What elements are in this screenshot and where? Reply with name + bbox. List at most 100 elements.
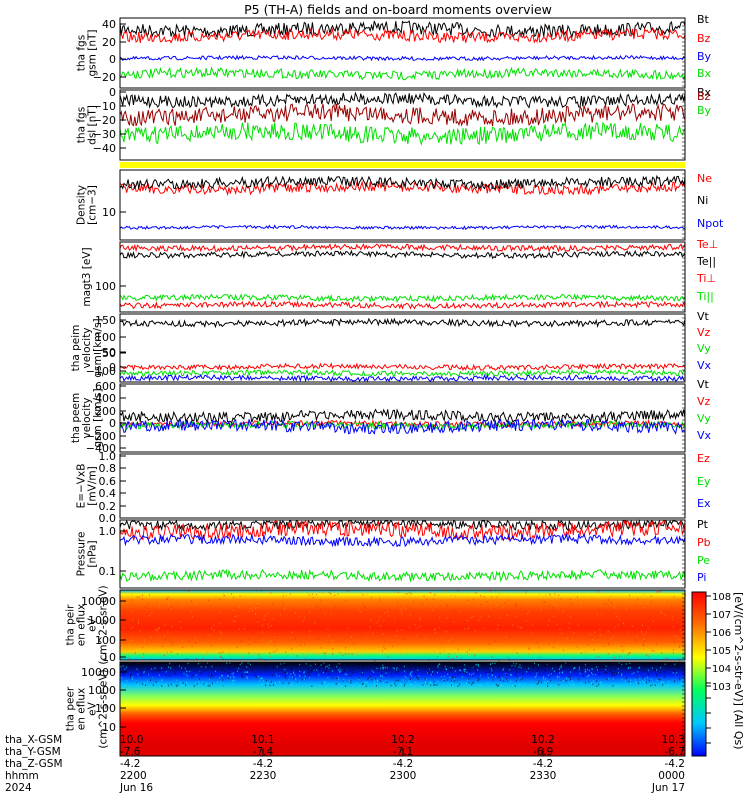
spectrogram-pixel — [194, 604, 196, 606]
spectrogram-pixel — [293, 598, 294, 600]
spectrogram-pixel — [274, 635, 276, 638]
spectrogram-pixel — [589, 633, 591, 636]
spectrogram-pixel — [209, 678, 211, 680]
spectrogram-pixel — [254, 674, 256, 677]
spectrogram-pixel — [406, 654, 408, 656]
spectrogram-pixel — [125, 602, 127, 604]
spectrogram-pixel — [327, 658, 329, 661]
spectrogram-pixel — [547, 624, 549, 626]
y-axis-label: tha peemvelocitygsm [km/s] — [70, 388, 104, 447]
legend-entry: Bx — [697, 86, 712, 99]
spectrogram-pixel — [571, 599, 573, 602]
spectrogram-pixel — [125, 646, 127, 648]
spectrogram-pixel — [417, 678, 419, 680]
spectrogram-pixel — [641, 630, 642, 633]
figure-title: P5 (TH-A) fields and on-board moments ov… — [244, 2, 552, 17]
spectrogram-pixel — [479, 616, 481, 618]
spectrogram-pixel — [425, 678, 427, 680]
spectrogram-pixel — [136, 681, 138, 683]
spectrogram-pixel — [382, 633, 384, 635]
y-axis-label-line: en eflux — [76, 604, 88, 646]
spectrogram-pixel — [365, 606, 366, 609]
spectrogram-pixel — [445, 668, 447, 670]
spectrogram-pixel — [650, 595, 652, 597]
spectrogram-pixel — [408, 591, 410, 594]
axis-row-value: -4.2 — [533, 758, 554, 770]
spectrogram-pixel — [261, 663, 263, 665]
spectrogram-pixel — [245, 671, 247, 673]
spectrogram-pixel — [369, 626, 371, 628]
spectrogram-pixel — [599, 682, 601, 684]
spectrogram-pixel — [505, 623, 506, 625]
spectrogram-pixel — [352, 671, 354, 674]
spectrogram-pixel — [600, 667, 602, 670]
spectrogram-pixel — [599, 628, 601, 631]
spectrogram-pixel — [556, 643, 558, 645]
spectrogram-pixel — [242, 655, 244, 658]
spectrogram-pixel — [210, 644, 212, 647]
spectrogram-pixel — [380, 674, 382, 677]
spectrogram-pixel — [269, 682, 271, 684]
spectrogram-pixel — [373, 679, 375, 681]
panel-frame — [119, 519, 686, 589]
spectrogram-pixel — [259, 657, 261, 659]
spectrogram-pixel — [446, 617, 448, 619]
spectrogram-pixel — [214, 658, 216, 660]
y-axis-label: Density[cm−3] — [76, 185, 99, 225]
spectrogram-pixel — [229, 649, 230, 651]
spectrogram-pixel — [379, 600, 381, 602]
spectrogram-pixel — [644, 606, 646, 609]
spectrogram-pixel — [144, 639, 146, 641]
spectrogram-pixel — [130, 649, 132, 651]
spectrogram-pixel — [445, 590, 447, 592]
spectrogram-pixel — [241, 675, 243, 677]
spectrogram-pixel — [403, 670, 405, 672]
spectrogram-pixel — [242, 676, 244, 679]
spectrogram-pixel — [557, 641, 559, 644]
spectrogram-pixel — [683, 652, 685, 655]
spectrogram-pixel — [672, 615, 674, 617]
spectrogram-pixel — [582, 675, 584, 677]
spectrogram-pixel — [351, 636, 352, 638]
spectrogram-pixel — [483, 596, 485, 598]
spectrogram-pixel — [410, 671, 412, 674]
spectrogram-pixel — [276, 673, 278, 675]
spectrogram-pixel — [470, 617, 472, 619]
colorbar-tick-label: 107 — [712, 610, 731, 621]
spectrogram-pixel — [559, 681, 561, 683]
spectrogram-pixel — [220, 681, 222, 683]
y-axis-label-line: eV — [87, 701, 99, 715]
spectrogram-pixel — [468, 681, 470, 684]
spectrogram-pixel — [636, 614, 638, 616]
spectrogram-pixel — [487, 676, 489, 679]
spectrogram-pixel — [454, 664, 456, 666]
spectrogram-pixel — [413, 627, 415, 629]
spectrogram-pixel — [285, 676, 287, 679]
spectrogram-pixel — [238, 628, 240, 630]
spectrogram-pixel — [125, 671, 127, 673]
spectrogram-pixel — [601, 684, 603, 686]
spectrogram-pixel — [136, 668, 138, 670]
spectrogram-pixel — [503, 668, 505, 670]
y-tick-label: 400 — [95, 392, 116, 405]
spectrogram-pixel — [644, 640, 645, 642]
spectrogram-pixel — [240, 639, 242, 641]
spectrogram-pixel — [604, 665, 606, 668]
spectrogram-pixel — [282, 682, 284, 685]
spectrogram-pixel — [337, 640, 339, 643]
spectrogram-pixel — [442, 678, 444, 681]
spectrogram-pixel — [561, 632, 563, 634]
axis-row-value: -4.2 — [253, 758, 274, 770]
spectrogram-pixel — [447, 682, 449, 684]
spectrogram-pixel — [410, 673, 411, 675]
spectrogram-pixel — [468, 670, 470, 672]
spectrogram-pixel — [596, 680, 598, 682]
spectrogram-pixel — [126, 616, 128, 618]
spectrogram-pixel — [464, 633, 466, 636]
spectrogram-pixel — [185, 658, 187, 660]
spectrogram-pixel — [195, 681, 197, 684]
spectrogram-pixel — [182, 682, 184, 684]
spectrogram-pixel — [428, 651, 430, 653]
spectrogram-pixel — [619, 655, 621, 657]
